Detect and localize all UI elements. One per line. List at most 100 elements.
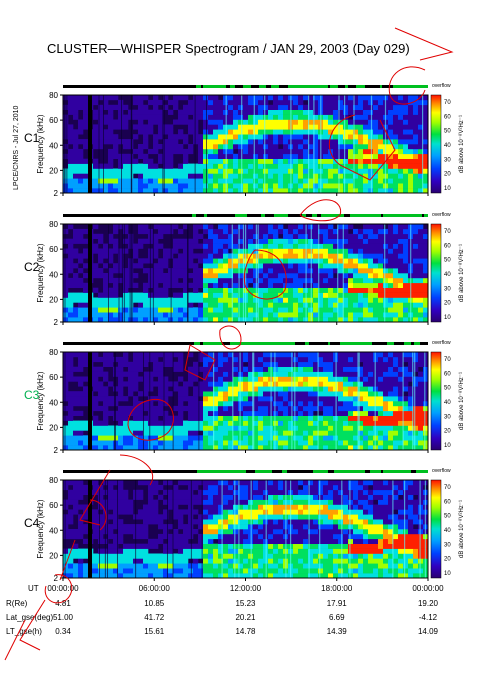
spectrogram-cell xyxy=(198,445,204,451)
spectrogram-cell xyxy=(188,307,194,313)
spectrogram-cell xyxy=(363,435,369,441)
spectrogram-cell xyxy=(293,376,299,382)
spectrogram-cell xyxy=(398,114,404,120)
spectrogram-cell xyxy=(248,268,254,274)
spectrogram-cell xyxy=(228,228,234,235)
spectrogram-cell xyxy=(363,401,369,407)
spectrogram-cell xyxy=(373,287,379,293)
spectrogram-cell xyxy=(313,104,319,110)
spectrogram-cell xyxy=(308,139,314,145)
spectrogram-cell xyxy=(223,553,229,559)
spectrogram-cell xyxy=(163,188,169,194)
spectrogram-cell xyxy=(238,124,244,130)
spectrogram-cell xyxy=(258,361,264,367)
spectrogram-stripe xyxy=(253,352,255,450)
spectrogram-cell xyxy=(63,183,69,189)
spectrogram-cell xyxy=(198,243,204,249)
status-segment xyxy=(304,470,311,473)
spectrogram-cell xyxy=(218,435,224,441)
spectrogram-cell xyxy=(358,302,364,308)
spectrogram-cell xyxy=(363,258,369,264)
spectrogram-cell xyxy=(248,183,254,189)
spectrogram-cell xyxy=(288,366,294,372)
spectrogram-cell xyxy=(293,307,299,313)
spectrogram-cell xyxy=(378,435,384,441)
spectrogram-cell xyxy=(178,366,184,372)
spectrogram-cell xyxy=(223,480,229,486)
spectrogram-cell xyxy=(368,381,374,387)
spectrogram-cell xyxy=(283,183,289,189)
spectrogram-cell xyxy=(228,104,234,110)
spectrogram-cell xyxy=(98,396,104,402)
spectrogram-cell xyxy=(358,163,364,169)
spectrogram-cell xyxy=(258,109,264,115)
spectrogram-cell xyxy=(183,238,189,244)
spectrogram-cell xyxy=(408,124,414,130)
spectrogram-cell xyxy=(298,312,304,318)
spectrogram-cell xyxy=(318,307,324,313)
spectrogram-cell xyxy=(243,381,249,387)
spectrogram-cell xyxy=(378,361,384,367)
spectrogram-cell xyxy=(423,415,429,421)
spectrogram-cell xyxy=(218,258,224,264)
spectrogram-cell xyxy=(303,386,309,392)
spectrogram-cell xyxy=(398,273,404,279)
spectrogram-cell xyxy=(413,292,419,298)
spectrogram-cell xyxy=(108,480,114,486)
spectrogram-cell xyxy=(153,484,159,491)
spectrogram-cell xyxy=(133,430,139,436)
spectrogram-cell xyxy=(293,253,299,259)
spectrogram-cell xyxy=(83,188,89,194)
spectrogram-cell xyxy=(203,188,209,194)
spectrogram-cell xyxy=(348,168,354,174)
spectrogram-cell xyxy=(178,312,184,318)
spectrogram-cell xyxy=(198,253,204,259)
spectrogram-cell xyxy=(373,268,379,274)
spectrogram-cell xyxy=(258,302,264,308)
spectrogram-cell xyxy=(98,484,104,491)
spectrogram-cell xyxy=(163,158,169,164)
spectrogram-cell xyxy=(323,243,329,249)
spectrogram-cell xyxy=(188,248,194,254)
spectrogram-cell xyxy=(253,401,259,407)
spectrogram-cell xyxy=(298,415,304,421)
status-segment xyxy=(117,342,126,345)
spectrogram-cell xyxy=(263,173,269,179)
spectrogram-cell xyxy=(178,435,184,441)
spectrogram-cell xyxy=(308,376,314,382)
spectrogram-cell xyxy=(343,109,349,115)
spectrogram-cell xyxy=(188,273,194,279)
spectrogram-cell xyxy=(93,248,99,254)
spectrogram-cell xyxy=(258,386,264,392)
spectrogram-cell xyxy=(113,188,119,194)
spectrogram-cell xyxy=(288,263,294,269)
spectrogram-cell xyxy=(188,99,194,106)
spectrogram-cell xyxy=(313,287,319,293)
spectrogram-cell xyxy=(138,178,144,184)
spectrogram-cell xyxy=(373,228,379,235)
spectrogram-cell xyxy=(128,238,134,244)
spectrogram-stripe xyxy=(338,95,340,193)
spectrogram-cell xyxy=(223,415,229,421)
spectrogram-cell xyxy=(143,524,149,530)
spectrogram-cell xyxy=(338,352,344,358)
spectrogram-cell xyxy=(393,153,399,159)
spectrogram-cell xyxy=(413,386,419,392)
spectrogram-cell xyxy=(158,494,164,500)
spectrogram-cell xyxy=(368,440,374,446)
spectrogram-cell xyxy=(153,396,159,402)
spectrogram-cell xyxy=(408,410,414,416)
spectrogram-cell xyxy=(283,371,289,377)
spectrogram-cell xyxy=(273,381,279,387)
spectrogram-cell xyxy=(348,425,354,431)
spectrogram-cell xyxy=(63,533,69,540)
spectrogram-cell xyxy=(243,391,249,397)
spectrogram-cell xyxy=(408,405,414,412)
spectrogram-cell xyxy=(138,183,144,189)
spectrogram-cell xyxy=(243,109,249,115)
spectrogram-cell xyxy=(158,524,164,530)
spectrogram-cell xyxy=(388,188,394,194)
spectrogram-cell xyxy=(298,292,304,298)
spectrogram-cell xyxy=(228,494,234,500)
spectrogram-cell xyxy=(138,99,144,106)
